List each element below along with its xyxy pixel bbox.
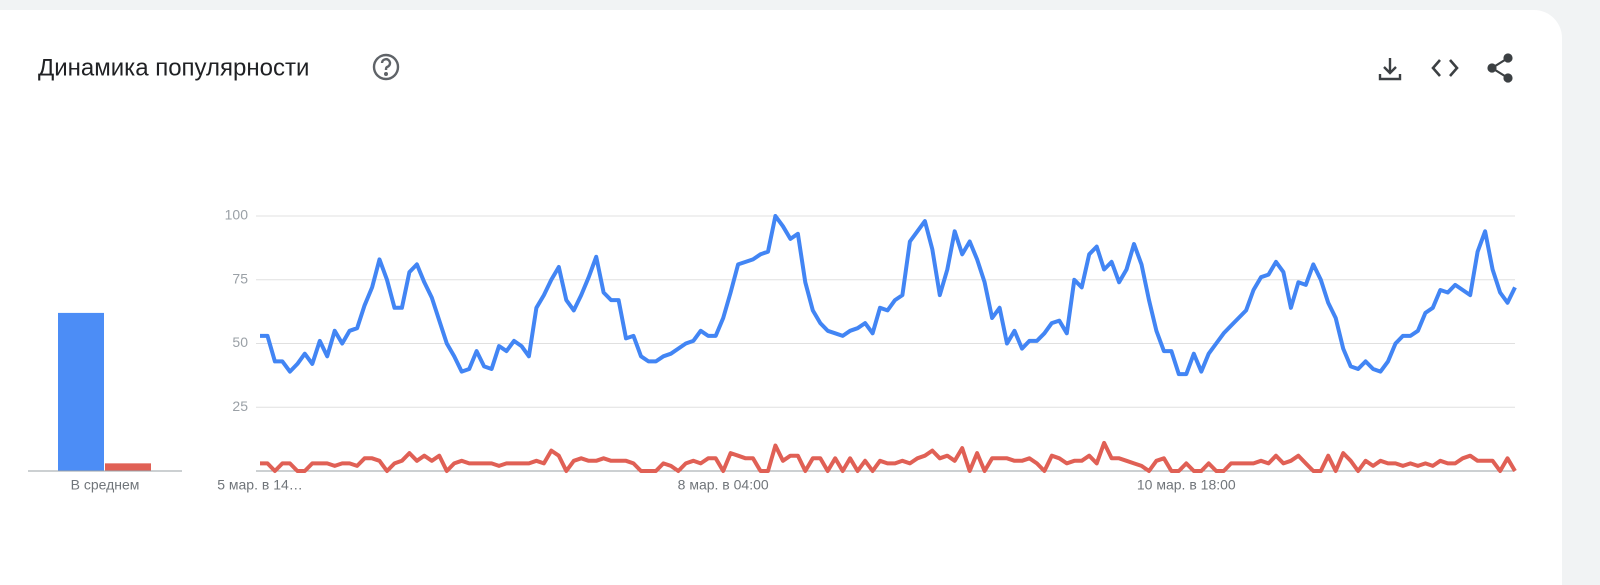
y-tick-label: 75	[232, 270, 248, 286]
series-line	[260, 440, 1517, 473]
average-bar	[58, 312, 104, 471]
average-bar	[105, 463, 151, 471]
help-icon[interactable]	[372, 53, 400, 81]
widget-title: Динамика популярности	[38, 54, 309, 81]
share-icon[interactable]	[1487, 53, 1513, 83]
x-tick-label: 8 мар. в 04:00	[678, 477, 769, 493]
widget-card	[0, 10, 1562, 585]
y-tick-label: 50	[232, 334, 248, 350]
x-tick-label: 10 мар. в 18:00	[1137, 477, 1236, 493]
download-icon[interactable]	[1378, 58, 1402, 81]
x-tick-label: В среднем	[71, 477, 140, 493]
y-tick-label: 25	[232, 398, 248, 414]
series-line	[260, 214, 1517, 377]
x-tick-label: 5 мар. в 14…	[217, 477, 303, 493]
y-tick-label: 100	[225, 207, 249, 223]
embed-icon[interactable]	[1431, 59, 1459, 77]
